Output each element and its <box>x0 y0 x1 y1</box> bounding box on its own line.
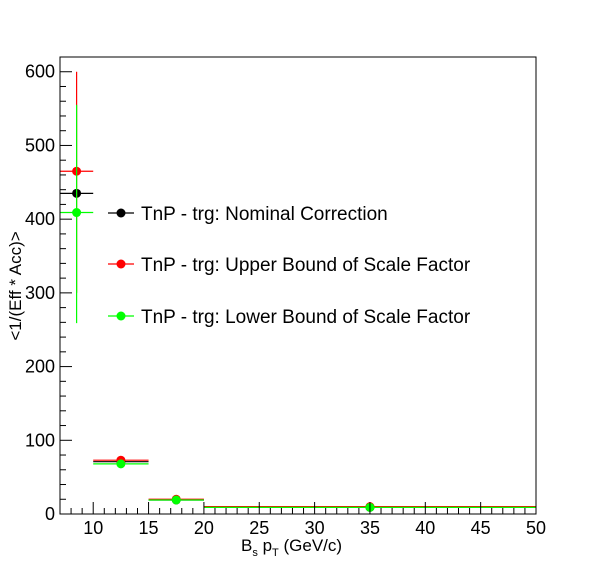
y-tick-label: 500 <box>25 135 55 155</box>
legend-label-upper: TnP - trg: Upper Bound of Scale Factor <box>141 255 471 276</box>
x-axis-title: Bs pT (GeV/c) <box>241 536 342 559</box>
y-tick-label: 0 <box>45 504 55 524</box>
x-tick-label: 45 <box>471 518 491 538</box>
x-tick-label: 10 <box>83 518 103 538</box>
legend: TnP - trg: Nominal Correction TnP - trg:… <box>108 204 471 328</box>
x-axis-title-sub-t: T <box>272 547 279 559</box>
y-tick-label: 300 <box>25 283 55 303</box>
x-axis-title-tail: (GeV/c) <box>279 536 342 555</box>
legend-entry-lower: TnP - trg: Lower Bound of Scale Factor <box>108 307 471 328</box>
legend-label-lower: TnP - trg: Lower Bound of Scale Factor <box>141 307 471 328</box>
y-tick-label: 600 <box>25 62 55 82</box>
y-tick-label: 100 <box>25 430 55 450</box>
legend-entry-nominal: TnP - trg: Nominal Correction <box>108 204 388 225</box>
x-tick-label: 20 <box>194 518 214 538</box>
legend-label-nominal: TnP - trg: Nominal Correction <box>141 204 388 225</box>
x-tick-label: 40 <box>415 518 435 538</box>
data-point <box>171 495 181 505</box>
legend-entry-upper: TnP - trg: Upper Bound of Scale Factor <box>108 255 471 276</box>
x-tick-label: 50 <box>526 518 546 538</box>
x-tick-label: 35 <box>360 518 380 538</box>
x-axis-title-sub-s: s <box>252 547 258 559</box>
legend-marker-lower <box>116 311 126 321</box>
data-point <box>116 459 126 469</box>
data-point <box>72 208 82 218</box>
x-tick-label: 30 <box>305 518 325 538</box>
x-axis-title-main: B <box>241 536 252 555</box>
y-tick-label: 400 <box>25 209 55 229</box>
x-axis-title-mid: p <box>258 536 272 555</box>
axes-layer: 0 100 200 300 400 500 600 10 15 20 25 30 35 40 45 50 <box>25 62 546 538</box>
x-tick-label: 15 <box>139 518 159 538</box>
legend-marker-nominal <box>116 208 126 218</box>
x-tick-label: 25 <box>249 518 269 538</box>
plot-frame <box>59 56 537 515</box>
y-tick-label: 200 <box>25 357 55 377</box>
legend-marker-upper <box>116 259 126 269</box>
y-axis-title: <1/(Eff * Acc)> <box>6 231 25 340</box>
